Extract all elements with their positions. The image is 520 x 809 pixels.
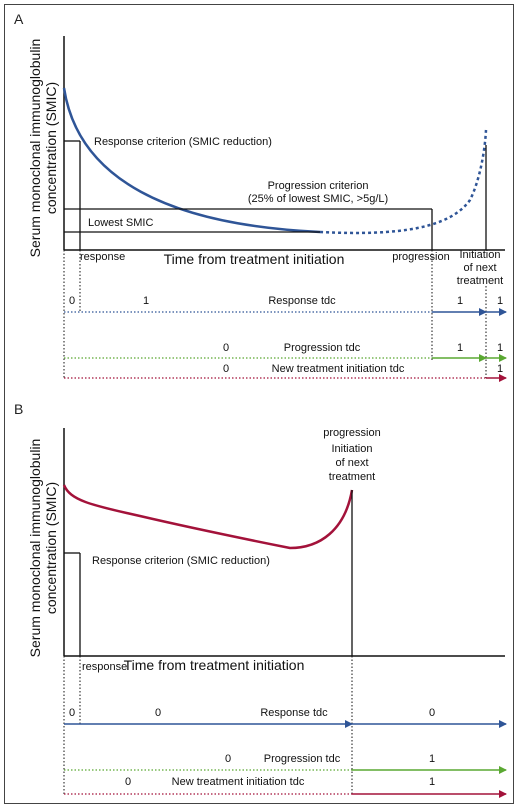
panel-a-x-axis-label: Time from treatment initiation — [164, 251, 345, 267]
panel-a-smic-curve-projected — [319, 129, 488, 235]
panel-a-tdc-progression: 0 Progression tdc 1 1 — [64, 342, 507, 362]
panel-a-tdc-response-value-2: 1 — [457, 295, 463, 307]
panel-b-x-axis-label: Time from treatment initiation — [124, 657, 305, 673]
panel-a-lowest-smic-label: Lowest SMIC — [88, 217, 153, 229]
panel-b-event-response: response — [82, 661, 127, 673]
panel-a-tdc-progression-value-2: 1 — [497, 342, 503, 354]
panel-b-y-axis-label-line1: Serum monoclonal immunoglobulin — [27, 439, 43, 658]
panel-b-tdc-progression-value-0: 0 — [225, 753, 231, 765]
panel-a-tdc-response-value-0: 0 — [69, 295, 75, 307]
panel-b-tdc-response-value-1: 0 — [155, 707, 161, 719]
panel-b: B Serum monoclonal immunoglobulin concen… — [14, 401, 507, 798]
panel-b-tdc-progression-value-1: 1 — [429, 753, 435, 765]
panel-a-tdc-response-value-1: 1 — [143, 295, 149, 307]
panel-b-tdc-new-treatment-label: New treatment initiation tdc — [172, 776, 305, 788]
panel-b-tdc-response-value-0: 0 — [69, 707, 75, 719]
panel-a: A Serum monoclonal immunoglobulin concen… — [14, 11, 507, 382]
panel-a-tdc-progression-value-0: 0 — [223, 342, 229, 354]
panel-a-event-next-treatment-3: treatment — [457, 275, 503, 287]
panel-b-y-axis-label-line2: concentration (SMIC) — [43, 482, 59, 614]
panel-b-event-next-treatment-1: Initiation — [332, 443, 373, 455]
panel-a-smic-curve — [62, 87, 321, 234]
panel-a-tdc-new-treatment-value-1: 1 — [497, 363, 503, 375]
panel-b-tdc-response: 0 0 Response tdc 0 — [64, 707, 507, 728]
panel-b-tdc-response-label: Response tdc — [260, 707, 328, 719]
panel-b-tdc-progression-label: Progression tdc — [264, 753, 341, 765]
panel-a-tdc-progression-value-1: 1 — [457, 342, 463, 354]
panel-b-event-next-treatment-3: treatment — [329, 471, 375, 483]
panel-b-event-next-treatment-2: of next — [335, 457, 368, 469]
panel-a-response-criterion-label: Response criterion (SMIC reduction) — [94, 136, 272, 148]
panel-b-tdc-new-treatment-value-1: 1 — [429, 776, 435, 788]
panel-b-tdc-new-treatment: 0 New treatment initiation tdc 1 — [64, 776, 507, 798]
panel-a-tdc-new-treatment: 0 New treatment initiation tdc 1 — [64, 363, 507, 382]
panel-b-tdc-response-value-2: 0 — [429, 707, 435, 719]
panel-a-event-progression: progression — [392, 251, 449, 263]
panel-a-tdc-response: 0 1 1 1 Response tdc — [64, 295, 507, 316]
figure-frame — [4, 4, 514, 804]
panel-a-event-next-treatment-2: of next — [463, 262, 496, 274]
panel-a-y-axis-label-line2: concentration (SMIC) — [43, 82, 59, 214]
panel-b-tdc-progression: 0 Progression tdc 1 — [64, 753, 507, 774]
panel-a-tdc-new-treatment-label: New treatment initiation tdc — [272, 363, 405, 375]
panel-a-tdc-response-label: Response tdc — [268, 295, 336, 307]
panel-b-event-progression: progression — [323, 427, 380, 439]
panel-a-progression-criterion-label2: (25% of lowest SMIC, >5g/L) — [248, 193, 388, 205]
panel-a-y-axis-label-line1: Serum monoclonal immunoglobulin — [27, 39, 43, 258]
panel-b-tdc-new-treatment-value-0: 0 — [125, 776, 131, 788]
panel-a-tdc-progression-label: Progression tdc — [284, 342, 361, 354]
panel-a-tdc-new-treatment-value-0: 0 — [223, 363, 229, 375]
panel-b-smic-curve — [62, 484, 354, 550]
panel-a-event-next-treatment-1: Initiation — [460, 249, 501, 261]
panel-a-letter: A — [14, 11, 24, 27]
panel-a-progression-criterion-label1: Progression criterion — [268, 180, 369, 192]
panel-b-response-criterion-label: Response criterion (SMIC reduction) — [92, 555, 270, 567]
panel-b-letter: B — [14, 401, 23, 417]
panel-a-tdc-response-value-3: 1 — [497, 295, 503, 307]
panel-a-event-response: response — [80, 251, 125, 263]
